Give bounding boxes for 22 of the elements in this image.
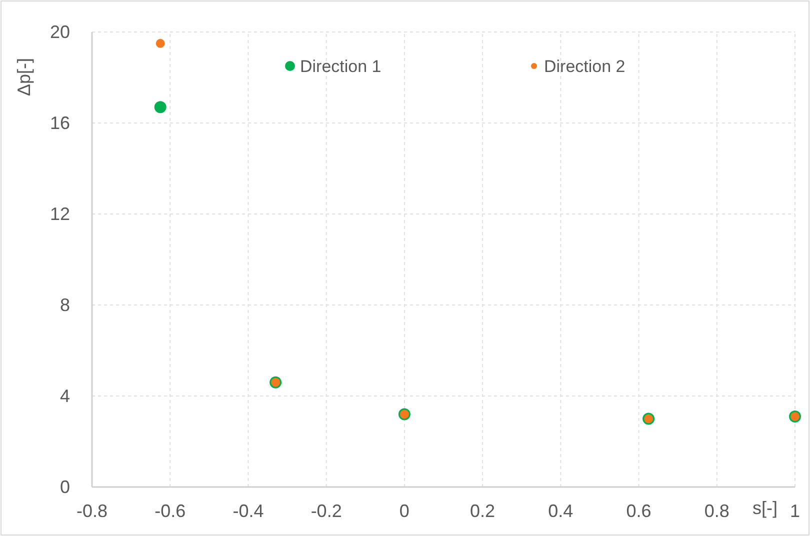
y-tick-label: 8: [60, 295, 70, 315]
x-tick-label: 1: [790, 501, 800, 521]
y-tick-label: 16: [50, 113, 70, 133]
x-tick-label: 0: [399, 501, 410, 521]
x-tick-label: 0.4: [548, 501, 574, 521]
x-tick-label: -0.2: [310, 501, 342, 521]
x-axis-title: s[-]: [752, 498, 778, 518]
y-tick-label: 4: [60, 386, 70, 406]
y-tick-label: 20: [50, 22, 70, 42]
legend-label: Direction 1: [300, 57, 382, 76]
x-tick-label: -0.4: [232, 501, 264, 521]
y-axis-title: Δp[-]: [14, 58, 34, 96]
legend-label: Direction 2: [544, 57, 626, 76]
y-tick-label: 12: [50, 204, 70, 224]
point: [154, 101, 166, 114]
x-tick-label: 0.6: [626, 501, 652, 521]
x-tick-label: -0.6: [154, 501, 186, 521]
x-tick-label: 0.2: [470, 501, 496, 521]
point: [156, 38, 165, 48]
x-tick-label: -0.8: [76, 501, 108, 521]
x-tick-label: 0.8: [704, 501, 730, 521]
y-tick-label: 0: [60, 477, 70, 497]
